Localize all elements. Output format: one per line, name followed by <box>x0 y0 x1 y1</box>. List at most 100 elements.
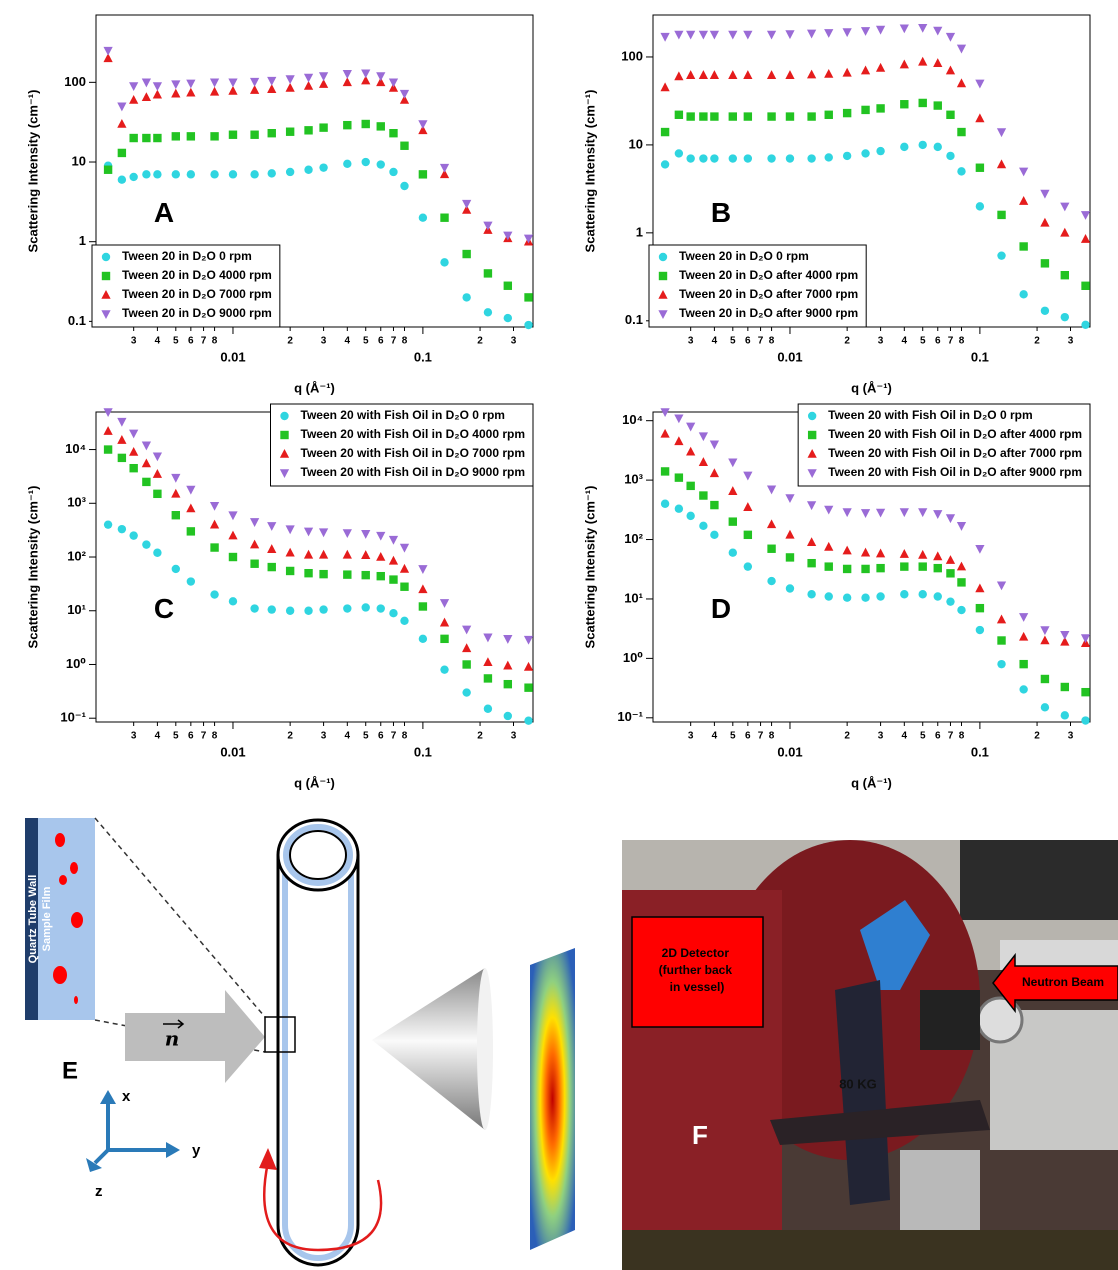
marker <box>1040 306 1050 315</box>
marker <box>440 665 449 674</box>
x-tick-label: 5 <box>920 336 926 347</box>
marker <box>304 606 313 615</box>
marker <box>171 511 181 520</box>
x-tick-label: 4 <box>902 336 908 347</box>
marker <box>698 457 709 466</box>
marker <box>103 53 113 63</box>
chart: 3 4 5 6 7 80.012 3 4 5 6 7 80.12 310⁻¹10⁰10¹10²10³10… <box>582 403 1091 790</box>
marker <box>524 683 533 692</box>
marker <box>249 77 260 87</box>
y-tick-label: 10¹ <box>624 590 643 605</box>
marker <box>997 210 1006 220</box>
weight-label: 80 KG <box>839 1076 877 1091</box>
x-tick-label: 8 <box>769 336 775 347</box>
marker <box>699 112 708 121</box>
marker <box>975 603 985 613</box>
marker <box>129 82 139 92</box>
legend-label: Tween 20 with Fish Oil in D₂O 7000 rpm <box>301 446 526 460</box>
marker <box>660 408 670 418</box>
marker <box>142 170 151 179</box>
marker <box>1060 312 1070 322</box>
marker <box>418 602 428 611</box>
zoom-box <box>264 1016 296 1053</box>
marker <box>462 660 471 669</box>
marker <box>975 79 985 89</box>
x-tick-label: 7 <box>758 731 764 742</box>
marker <box>186 485 196 495</box>
y-tick-label: 10² <box>67 548 86 563</box>
detector-line: (further back <box>659 963 733 977</box>
marker <box>523 635 534 645</box>
marker <box>861 564 870 574</box>
legend-box <box>91 244 281 328</box>
marker <box>709 70 720 79</box>
x-tick-label: 3 <box>878 731 884 742</box>
marker <box>361 75 371 85</box>
legend-label: Tween 20 with Fish Oil in D₂O 4000 rpm <box>301 427 526 441</box>
marker <box>933 592 942 601</box>
marker <box>129 172 138 182</box>
marker <box>957 578 966 587</box>
marker <box>376 122 385 131</box>
marker <box>658 289 668 299</box>
marker <box>824 29 834 38</box>
y-tick-label: 10¹ <box>67 602 86 617</box>
marker <box>900 142 909 152</box>
marker <box>674 149 684 158</box>
detector-box <box>631 916 764 1028</box>
x-tick-label: 8 <box>402 336 408 347</box>
marker <box>699 491 708 500</box>
marker <box>807 154 816 163</box>
marker <box>279 448 290 458</box>
x-tick-label: 3 <box>511 336 517 347</box>
marker <box>228 597 238 606</box>
marker <box>280 411 289 421</box>
marker <box>946 569 955 578</box>
detector-label: 2D Detector (further back in vessel) <box>659 946 736 994</box>
x-tick-label: 7 <box>391 731 397 742</box>
marker <box>376 72 386 82</box>
marker <box>117 118 127 128</box>
y-tick-label: 10⁻¹ <box>60 710 86 725</box>
marker <box>957 127 966 137</box>
x-tick-label: 3 <box>1068 731 1074 742</box>
marker <box>918 98 927 108</box>
marker <box>103 165 113 174</box>
x-tick-label: 6 <box>935 731 941 742</box>
marker <box>186 503 196 513</box>
marker <box>956 78 967 88</box>
marker <box>900 100 909 109</box>
marker <box>361 119 370 129</box>
marker <box>899 508 909 518</box>
marker <box>141 92 152 102</box>
marker <box>210 543 219 552</box>
marker <box>209 501 220 511</box>
marker <box>117 524 127 534</box>
marker <box>285 606 295 615</box>
marker <box>249 85 260 94</box>
marker <box>1019 290 1028 299</box>
marker <box>171 88 181 98</box>
marker <box>975 163 985 172</box>
marker <box>524 716 533 725</box>
x-tick-label: 3 <box>321 336 327 347</box>
marker <box>728 548 738 557</box>
marker <box>361 530 371 539</box>
marker <box>462 688 471 697</box>
marker <box>171 488 181 498</box>
tube-film <box>282 855 354 1261</box>
shadow <box>960 840 1118 920</box>
marker <box>228 130 238 139</box>
marker <box>503 281 513 290</box>
marker <box>766 485 777 495</box>
marker <box>1040 635 1050 645</box>
x-tick-label: 5 <box>920 731 926 742</box>
droplet <box>59 875 67 885</box>
marker <box>945 32 956 42</box>
x-tick-label: 2 <box>1034 336 1040 347</box>
legend: Tween 20 in D₂O 0 rpm Tween 20 in D₂O 400… <box>91 244 281 328</box>
marker <box>267 84 277 93</box>
x-tick-label: 5 <box>730 731 736 742</box>
marker <box>860 27 871 36</box>
